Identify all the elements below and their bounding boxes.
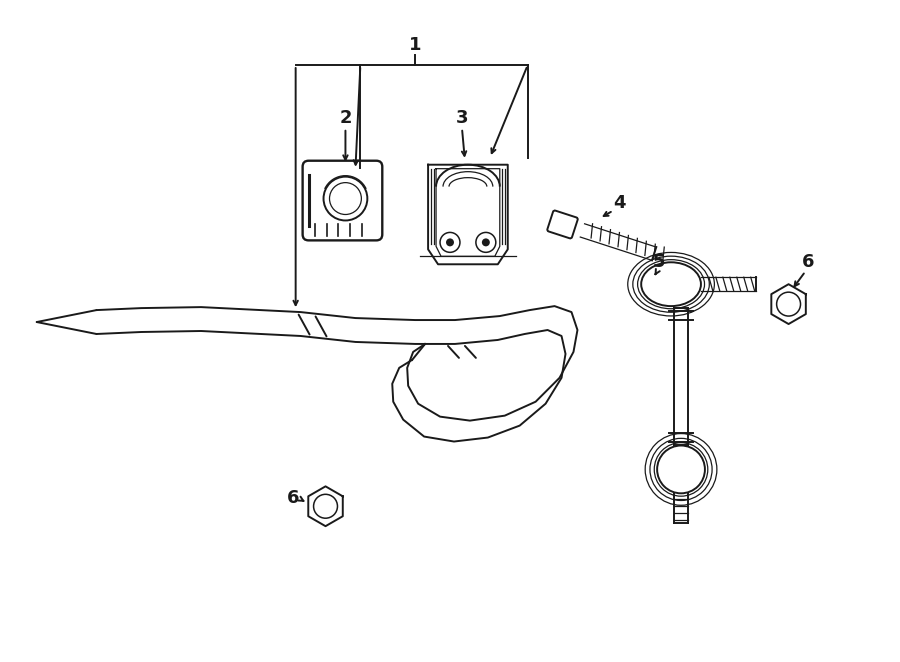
Text: 3: 3 xyxy=(455,109,468,127)
Text: 1: 1 xyxy=(409,36,421,54)
Text: 4: 4 xyxy=(613,193,626,212)
Text: 6: 6 xyxy=(286,489,299,507)
Circle shape xyxy=(446,238,454,246)
Text: 5: 5 xyxy=(652,254,665,271)
Text: 6: 6 xyxy=(802,254,814,271)
Circle shape xyxy=(482,238,490,246)
Text: 2: 2 xyxy=(339,109,352,127)
